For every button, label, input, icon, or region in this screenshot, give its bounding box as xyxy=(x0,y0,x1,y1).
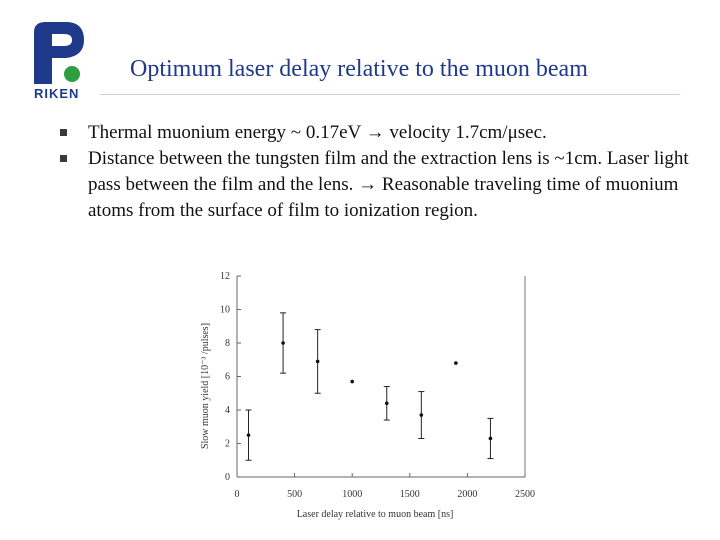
y-tick-label: 10 xyxy=(220,305,230,316)
y-tick-label: 2 xyxy=(225,439,230,450)
data-point xyxy=(454,361,458,365)
data-point xyxy=(419,413,424,417)
title-divider xyxy=(100,94,680,95)
data-point xyxy=(246,433,251,437)
bullet-square-icon xyxy=(60,129,67,136)
riken-logo-mark xyxy=(34,22,84,84)
bullet-square-icon xyxy=(60,155,67,162)
bullet-text: Thermal muonium energy ~ 0.17eV → veloci… xyxy=(88,122,547,143)
chart-marks xyxy=(245,312,494,461)
bullet-list: Thermal muonium energy ~ 0.17eV → veloci… xyxy=(60,120,700,224)
bullet-item: Thermal muonium energy ~ 0.17eV → veloci… xyxy=(60,120,700,146)
y-tick-label: 4 xyxy=(225,405,230,416)
x-tick-label: 2000 xyxy=(457,489,477,500)
y-tick-label: 0 xyxy=(225,472,230,483)
data-point xyxy=(384,401,389,406)
y-tick-label: 12 xyxy=(220,271,230,282)
logo-green-dot xyxy=(64,66,80,82)
chart-axes: 0 2 4 6 8 10 12 0 500 1000 1500 2000 2500 xyxy=(220,271,535,500)
muon-yield-chart: 0 2 4 6 8 10 12 0 500 1000 1500 2000 2500 Laser dela… xyxy=(200,271,535,520)
riken-logo xyxy=(28,18,90,108)
x-tick-label: 1000 xyxy=(342,489,362,500)
bullet-item: Distance between the tungsten film and t… xyxy=(60,146,700,224)
data-point xyxy=(315,359,320,364)
x-tick-label: 2500 xyxy=(515,489,535,500)
data-point xyxy=(281,341,285,345)
x-tick-label: 500 xyxy=(287,489,302,500)
x-axis-label: Laser delay relative to muon beam [ns] xyxy=(297,509,454,520)
bullet-text: Distance between the tungsten film and t… xyxy=(88,148,689,221)
x-tick-label: 0 xyxy=(235,489,240,500)
y-tick-label: 6 xyxy=(225,372,230,383)
logo-text: RIKEN xyxy=(34,86,80,101)
y-axis-label: Slow muon yield [10⁻³ /pulses] xyxy=(200,323,211,449)
data-point xyxy=(350,379,354,384)
data-point xyxy=(488,436,493,441)
y-tick-label: 8 xyxy=(225,338,230,349)
slide-title: Optimum laser delay relative to the muon… xyxy=(130,56,588,82)
x-tick-label: 1500 xyxy=(400,489,420,500)
